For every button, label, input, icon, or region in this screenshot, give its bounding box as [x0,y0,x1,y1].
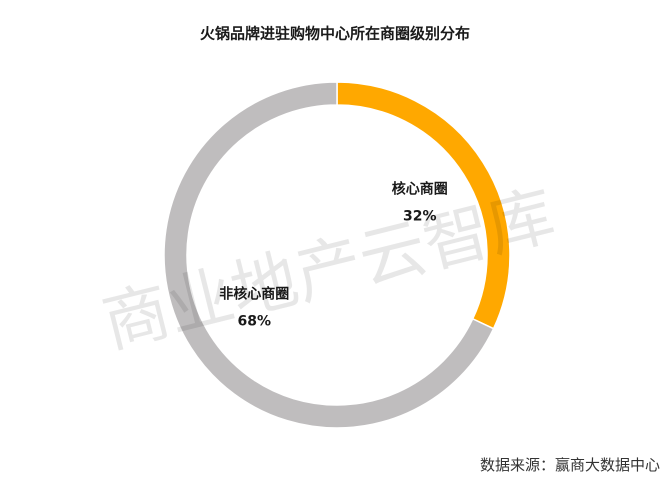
slices [163,81,511,429]
slice [163,81,495,429]
source: 数据来源：赢商大数据中心 [480,456,660,474]
category-label: 核心商圈 [392,180,448,197]
category-label: 非核心商圈 [219,286,289,303]
chart-title: 火锅品牌进驻购物中心所在商圈级别分布 [200,25,470,43]
value-label: 68% [237,314,271,330]
value-label: 32% [403,208,437,224]
labels: 核心商圈 32% 非核心商圈 68% [219,180,447,329]
